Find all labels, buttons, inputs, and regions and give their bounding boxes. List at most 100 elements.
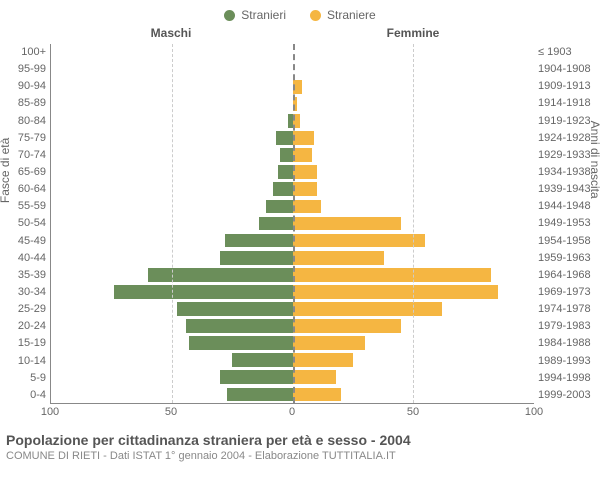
- age-label: 30-34: [0, 284, 50, 301]
- gridline: [172, 44, 173, 403]
- birth-label: ≤ 1903: [534, 44, 600, 61]
- birth-label: 1964-1968: [534, 267, 600, 284]
- age-label: 25-29: [0, 301, 50, 318]
- male-bar: [278, 165, 292, 179]
- birth-label: 1949-1953: [534, 215, 600, 232]
- birth-label: 1994-1998: [534, 370, 600, 387]
- birth-label: 1914-1918: [534, 95, 600, 112]
- age-label: 35-39: [0, 267, 50, 284]
- age-label: 100+: [0, 44, 50, 61]
- female-bar: [293, 182, 317, 196]
- x-tick: 100: [41, 406, 59, 418]
- legend-item-female: Straniere: [310, 8, 376, 22]
- age-label: 0-4: [0, 387, 50, 404]
- swatch-male: [224, 10, 235, 21]
- age-label: 90-94: [0, 78, 50, 95]
- age-label: 10-14: [0, 353, 50, 370]
- female-bar: [293, 336, 365, 350]
- female-bar: [293, 302, 443, 316]
- birth-label: 1969-1973: [534, 284, 600, 301]
- x-tick: 50: [407, 406, 419, 418]
- birth-label: 1934-1938: [534, 164, 600, 181]
- age-label: 45-49: [0, 233, 50, 250]
- male-bar: [177, 302, 293, 316]
- birth-label: 1929-1933: [534, 147, 600, 164]
- chart-title: Popolazione per cittadinanza straniera p…: [6, 432, 594, 448]
- male-header: Maschi: [50, 26, 292, 44]
- birth-labels: ≤ 19031904-19081909-19131914-19181919-19…: [534, 44, 600, 404]
- x-tick: 50: [165, 406, 177, 418]
- age-label: 60-64: [0, 181, 50, 198]
- age-labels: 100+95-9990-9485-8980-8475-7970-7465-696…: [0, 44, 50, 404]
- female-bar: [293, 234, 426, 248]
- legend: Stranieri Straniere: [0, 0, 600, 26]
- female-bar: [293, 370, 336, 384]
- male-bar: [186, 319, 292, 333]
- chart-subtitle: COMUNE DI RIETI - Dati ISTAT 1° gennaio …: [6, 450, 594, 462]
- birth-label: 1919-1923: [534, 113, 600, 130]
- birth-label: 1999-2003: [534, 387, 600, 404]
- age-label: 85-89: [0, 95, 50, 112]
- male-bar: [276, 131, 293, 145]
- male-bar: [259, 217, 293, 231]
- legend-item-male: Stranieri: [224, 8, 286, 22]
- age-label: 15-19: [0, 335, 50, 352]
- female-bar: [293, 200, 322, 214]
- chart-footer: Popolazione per cittadinanza straniera p…: [0, 426, 600, 462]
- age-label: 55-59: [0, 198, 50, 215]
- birth-label: 1989-1993: [534, 353, 600, 370]
- birth-label: 1944-1948: [534, 198, 600, 215]
- male-bar: [189, 336, 293, 350]
- age-label: 65-69: [0, 164, 50, 181]
- legend-label-female: Straniere: [327, 8, 376, 22]
- female-bar: [293, 319, 402, 333]
- female-bar: [293, 148, 312, 162]
- birth-label: 1924-1928: [534, 130, 600, 147]
- pyramid-chart: Fasce di età Anni di nascita Maschi Femm…: [0, 26, 600, 426]
- male-bar: [225, 234, 293, 248]
- male-bar: [114, 285, 293, 299]
- birth-label: 1954-1958: [534, 233, 600, 250]
- male-bar: [220, 370, 292, 384]
- female-bar: [293, 251, 385, 265]
- swatch-female: [310, 10, 321, 21]
- male-bar: [227, 388, 292, 402]
- female-bar: [293, 165, 317, 179]
- female-bar: [293, 217, 402, 231]
- female-bar: [293, 353, 353, 367]
- bars-area: [50, 44, 534, 404]
- age-label: 95-99: [0, 61, 50, 78]
- birth-label: 1909-1913: [534, 78, 600, 95]
- age-label: 50-54: [0, 215, 50, 232]
- age-label: 80-84: [0, 113, 50, 130]
- chart-header-row: Maschi Femmine: [0, 26, 600, 44]
- age-label: 70-74: [0, 147, 50, 164]
- x-tick: 0: [289, 406, 295, 418]
- age-label: 40-44: [0, 250, 50, 267]
- female-bar: [293, 268, 491, 282]
- male-bar: [280, 148, 292, 162]
- birth-label: 1939-1943: [534, 181, 600, 198]
- legend-label-male: Stranieri: [241, 8, 286, 22]
- birth-label: 1984-1988: [534, 335, 600, 352]
- female-bar: [293, 285, 498, 299]
- birth-label: 1979-1983: [534, 318, 600, 335]
- plot-area: 100+95-9990-9485-8980-8475-7970-7465-696…: [0, 44, 600, 404]
- x-axis-ticks: 100 50 0 50 100: [0, 404, 600, 420]
- female-bar: [293, 131, 315, 145]
- gridline: [413, 44, 414, 403]
- birth-label: 1974-1978: [534, 301, 600, 318]
- female-bar: [293, 388, 341, 402]
- age-label: 5-9: [0, 370, 50, 387]
- center-line: [293, 44, 295, 403]
- male-bar: [148, 268, 293, 282]
- female-header: Femmine: [292, 26, 534, 44]
- age-label: 20-24: [0, 318, 50, 335]
- birth-label: 1904-1908: [534, 61, 600, 78]
- male-bar: [273, 182, 292, 196]
- male-bar: [220, 251, 292, 265]
- male-bar: [232, 353, 292, 367]
- birth-label: 1959-1963: [534, 250, 600, 267]
- age-label: 75-79: [0, 130, 50, 147]
- x-tick: 100: [525, 406, 543, 418]
